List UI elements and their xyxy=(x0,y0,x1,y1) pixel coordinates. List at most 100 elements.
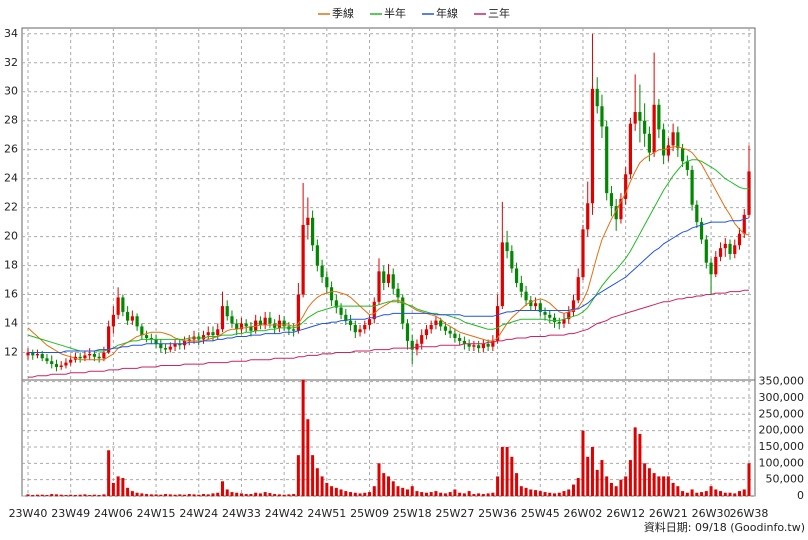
volume-bar xyxy=(723,492,727,496)
volume-tick-label: 0 xyxy=(797,489,804,502)
candle-body xyxy=(363,324,367,330)
volume-bar xyxy=(443,493,447,496)
volume-bar xyxy=(296,455,300,496)
candle-body xyxy=(64,362,68,366)
candle-body xyxy=(59,365,63,367)
candle-body xyxy=(737,233,742,246)
y-tick-label: 30 xyxy=(4,85,18,98)
volume-bar xyxy=(491,492,495,496)
candle-body xyxy=(225,306,229,317)
volume-bar xyxy=(690,489,694,496)
candle-body xyxy=(277,320,282,328)
volume-bar xyxy=(472,494,476,496)
candle-body xyxy=(107,326,111,353)
volume-bar xyxy=(116,476,120,496)
volume-bar xyxy=(178,494,182,496)
volume-bar xyxy=(614,486,618,496)
candle-body xyxy=(216,329,220,336)
candle-body xyxy=(481,343,485,349)
candle-body xyxy=(510,251,514,269)
candle-body xyxy=(624,174,628,199)
volume-bar xyxy=(135,492,139,496)
candle-body xyxy=(102,352,106,359)
volume-bar xyxy=(529,489,533,496)
volume-bar xyxy=(235,492,239,496)
candle-body xyxy=(121,297,125,312)
candle-body xyxy=(88,353,92,356)
x-tick-label: 26W02 xyxy=(564,507,603,520)
candle-body xyxy=(235,323,239,330)
volume-bar xyxy=(349,492,353,496)
candle-body xyxy=(401,297,405,324)
ma-line xyxy=(28,289,749,378)
volume-bar xyxy=(149,494,153,496)
volume-bar xyxy=(624,476,628,496)
y-tick-label: 16 xyxy=(4,288,18,301)
candle-body xyxy=(111,314,115,327)
volume-tick-label: 150,000 xyxy=(759,440,805,453)
candle-body xyxy=(500,242,504,307)
candle-body xyxy=(144,335,149,338)
volume-bar xyxy=(126,487,130,496)
volume-bar xyxy=(244,494,248,496)
volume-tick-label: 50,000 xyxy=(766,473,805,486)
candle-body xyxy=(40,353,44,359)
candle-body xyxy=(35,353,40,356)
volume-bar xyxy=(258,493,262,496)
volume-bar xyxy=(410,486,414,496)
candle-body xyxy=(273,323,277,328)
candle-body xyxy=(548,314,552,318)
volume-bar xyxy=(216,492,220,496)
candle-body xyxy=(367,319,372,325)
x-tick-label: 23W40 xyxy=(9,507,48,520)
candle-body xyxy=(581,229,585,278)
candle-body xyxy=(453,333,457,338)
candle-body xyxy=(83,355,87,359)
legend-label: 季線 xyxy=(332,6,354,20)
candle-body xyxy=(163,348,168,350)
volume-bar xyxy=(391,481,395,496)
candle-body xyxy=(339,307,343,315)
ma-line xyxy=(27,146,750,361)
volume-bar xyxy=(325,482,329,496)
candle-body xyxy=(154,339,158,344)
x-tick-label: 25W45 xyxy=(521,507,560,520)
volume-bar xyxy=(220,481,224,496)
candle-body xyxy=(405,323,410,341)
candle-body xyxy=(524,291,528,301)
candle-body xyxy=(695,204,699,223)
candle-body xyxy=(643,120,647,134)
volume-bar xyxy=(595,469,599,496)
volume-bar xyxy=(657,476,661,496)
x-tick-label: 26W30 xyxy=(692,507,731,520)
candle-body xyxy=(571,300,576,312)
x-tick-label: 24W42 xyxy=(265,507,304,520)
volume-bar xyxy=(368,492,372,496)
volume-bar xyxy=(387,476,390,496)
volume-bar xyxy=(26,494,30,496)
volume-bar xyxy=(372,486,376,496)
candle-body xyxy=(268,317,272,324)
volume-bar xyxy=(145,494,149,496)
volume-bar xyxy=(571,484,575,496)
volume-bar xyxy=(643,463,647,496)
volume-bar xyxy=(671,482,675,496)
volume-bar xyxy=(534,490,538,496)
candle-body xyxy=(263,317,267,325)
x-tick-label: 24W06 xyxy=(94,507,133,520)
volume-bar xyxy=(230,492,234,496)
volume-bar xyxy=(420,492,424,496)
candle-body xyxy=(126,311,130,321)
candle-body xyxy=(249,326,253,331)
volume-bar xyxy=(396,486,400,496)
volume-bar xyxy=(500,446,504,496)
volume-bar xyxy=(88,495,92,496)
volume-bar xyxy=(567,489,571,496)
volume-bar xyxy=(50,494,54,496)
candle-body xyxy=(600,106,604,127)
volume-bar xyxy=(728,492,732,496)
volume-tick-label: 200,000 xyxy=(759,424,805,437)
volume-bar xyxy=(54,494,58,496)
volume-bar xyxy=(92,494,96,496)
candle-body xyxy=(747,171,751,215)
